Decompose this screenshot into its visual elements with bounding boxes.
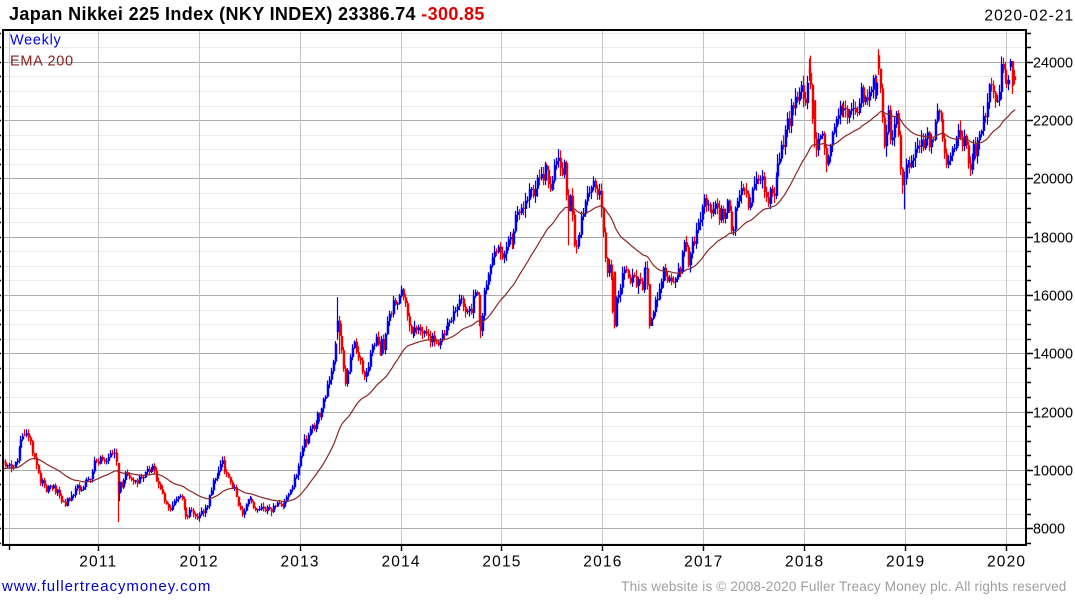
svg-text:2014: 2014: [381, 554, 420, 571]
svg-text:2018: 2018: [785, 554, 824, 571]
svg-text:18000: 18000: [1033, 231, 1073, 247]
svg-text:2011: 2011: [79, 554, 117, 571]
svg-text:2020: 2020: [987, 554, 1026, 571]
svg-text:2019: 2019: [886, 554, 925, 571]
svg-text:Weekly: Weekly: [10, 33, 62, 49]
svg-text:8000: 8000: [1033, 522, 1065, 538]
svg-text:14000: 14000: [1033, 347, 1073, 363]
svg-text:16000: 16000: [1033, 289, 1073, 305]
svg-text:2017: 2017: [684, 554, 723, 571]
svg-text:EMA 200: EMA 200: [10, 54, 74, 70]
svg-text:24000: 24000: [1033, 56, 1073, 72]
svg-text:Japan Nikkei 225 Index (NKY IN: Japan Nikkei 225 Index (NKY INDEX) 23386…: [9, 4, 485, 24]
svg-text:12000: 12000: [1033, 406, 1073, 422]
svg-text:2016: 2016: [583, 554, 622, 571]
svg-text:This website is © 2008-2020 Fu: This website is © 2008-2020 Fuller Treac…: [621, 579, 1066, 594]
svg-text:2015: 2015: [482, 554, 521, 571]
svg-text:20000: 20000: [1033, 172, 1073, 188]
svg-text:www.fullertreacymoney.com: www.fullertreacymoney.com: [1, 578, 211, 595]
svg-text:10000: 10000: [1033, 464, 1073, 480]
svg-text:22000: 22000: [1033, 114, 1073, 130]
svg-text:2013: 2013: [280, 554, 319, 571]
svg-text:2020-02-21: 2020-02-21: [984, 8, 1074, 25]
svg-text:2012: 2012: [180, 554, 219, 571]
